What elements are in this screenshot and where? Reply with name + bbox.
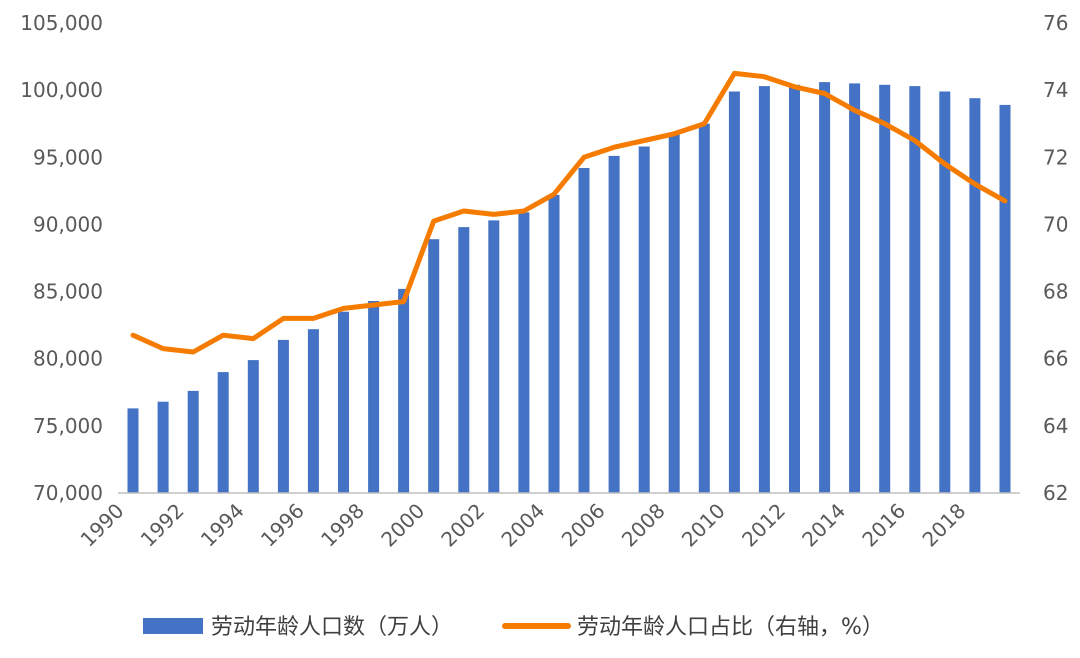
- y-left-tick-label: 70,000: [33, 481, 103, 505]
- bar-2006: [608, 155, 620, 493]
- bar-2014: [849, 83, 861, 494]
- bar-2010: [728, 91, 740, 493]
- legend-bar-swatch: [143, 618, 203, 634]
- y-left-tick-label: 85,000: [33, 280, 103, 304]
- x-axis: 1990 1992 1994 1996 1998 2000 2002 2004 2006 2008…: [76, 499, 971, 552]
- x-tick-label: 2006: [557, 499, 610, 552]
- bar-2002: [488, 220, 500, 493]
- y-right-tick-label: 70: [1043, 212, 1068, 236]
- y-left-tick-label: 105,000: [20, 11, 103, 35]
- bar-2019: [999, 104, 1011, 494]
- bar-2011: [758, 86, 770, 493]
- bar-1990: [127, 408, 139, 493]
- x-tick-label: 2008: [617, 499, 670, 552]
- bar-2000: [428, 239, 440, 493]
- bar-1997: [338, 311, 349, 493]
- bar-2016: [909, 86, 921, 493]
- bar-2013: [819, 82, 831, 493]
- legend-line-label: 劳动年龄人口占比（右轴，%）: [577, 615, 884, 640]
- legend: 劳动年龄人口数（万人） 劳动年龄人口占比（右轴，%）: [143, 615, 884, 640]
- bar-2001: [458, 227, 470, 493]
- y-left-axis: 70,000 75,000 80,000 85,000 90,000 95,000 100,…: [20, 11, 103, 505]
- x-tick-label: 2016: [857, 499, 910, 552]
- bar-1993: [217, 372, 229, 493]
- bar-1991: [157, 401, 169, 493]
- bar-1999: [398, 288, 410, 493]
- bar-series: [127, 82, 1011, 494]
- y-right-tick-label: 66: [1043, 347, 1068, 371]
- x-tick-label: 1992: [136, 499, 189, 552]
- bar-2017: [939, 91, 951, 493]
- bar-2005: [578, 168, 590, 493]
- x-tick-label: 2014: [797, 499, 850, 552]
- bar-1996: [307, 329, 319, 493]
- x-tick-label: 2012: [737, 499, 790, 552]
- y-right-tick-label: 72: [1043, 145, 1068, 169]
- bar-1994: [247, 360, 259, 493]
- y-right-axis: 62 64 66 68 70 72 74 76: [1043, 11, 1068, 505]
- y-right-tick-label: 74: [1043, 78, 1068, 102]
- bar-2012: [789, 84, 800, 494]
- x-tick-label: 2002: [436, 499, 489, 552]
- bar-2018: [969, 98, 981, 493]
- y-right-tick-label: 64: [1043, 414, 1068, 438]
- bar-1992: [187, 390, 199, 493]
- x-tick-label: 2010: [677, 499, 730, 552]
- y-left-tick-label: 100,000: [20, 78, 103, 102]
- ratio-line: [130, 70, 1008, 355]
- x-tick-label: 2000: [376, 499, 429, 552]
- legend-bar-label: 劳动年龄人口数（万人）: [211, 615, 453, 640]
- y-right-tick-label: 68: [1043, 280, 1068, 304]
- x-tick-label: 1990: [76, 499, 129, 552]
- x-tick-label: 1998: [316, 499, 369, 552]
- y-left-tick-label: 95,000: [33, 145, 103, 169]
- bar-1995: [277, 339, 289, 493]
- y-left-tick-label: 80,000: [33, 347, 103, 371]
- bar-2003: [518, 212, 530, 494]
- x-tick-label: 2018: [917, 499, 970, 552]
- bar-2015: [879, 84, 891, 494]
- bar-2009: [698, 123, 710, 493]
- x-tick-label: 1994: [196, 499, 249, 552]
- bar-2007: [638, 146, 650, 493]
- bar-2008: [668, 134, 680, 493]
- y-left-tick-label: 90,000: [33, 212, 103, 236]
- y-right-tick-label: 76: [1043, 11, 1068, 35]
- bar-1998: [368, 301, 380, 493]
- x-tick-label: 1996: [256, 499, 309, 552]
- x-tick-label: 2004: [496, 499, 549, 552]
- y-left-tick-label: 75,000: [33, 414, 103, 438]
- y-right-tick-label: 62: [1043, 481, 1068, 505]
- bar-2004: [548, 194, 560, 493]
